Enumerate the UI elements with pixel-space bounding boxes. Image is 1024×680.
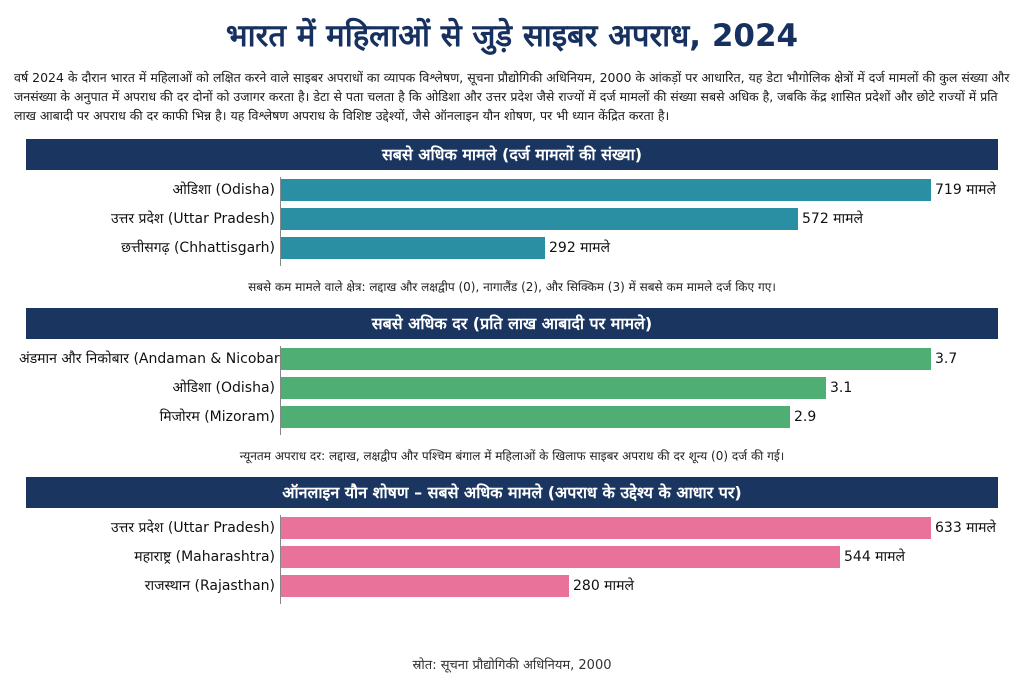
panel-2-note: न्यूनतम अपराध दर: लद्दाख, लक्षद्वीप और प… xyxy=(239,449,785,463)
panel-2-category-label: ओडिशा (Odisha) xyxy=(172,380,276,396)
panel-1-bar-value: 719 मामले xyxy=(935,182,997,198)
panel-1-category-label: उत्तर प्रदेश (Uttar Pradesh) xyxy=(110,211,275,227)
panel-2-category-label: अंडमान और निकोबार (Andaman & Nicobar) xyxy=(19,351,286,367)
panel-1-axis xyxy=(280,177,281,266)
panel-2-bar xyxy=(281,377,826,399)
panel-3-category-label: महाराष्ट्र (Maharashtra) xyxy=(134,549,275,565)
panel-3-bar xyxy=(281,546,840,568)
panel-3-category-label: राजस्थान (Rajasthan) xyxy=(144,578,275,594)
panel-2-bar-value: 2.9 xyxy=(794,409,817,425)
source-note: स्रोत: सूचना प्रौद्योगिकी अधिनियम, 2000 xyxy=(412,658,612,673)
panel-1-category-label: ओडिशा (Odisha) xyxy=(172,182,276,198)
panel-1-bar xyxy=(281,237,545,259)
panel-3-category-label: उत्तर प्रदेश (Uttar Pradesh) xyxy=(110,520,275,536)
panel-3-title: ऑनलाइन यौन शोषण – सबसे अधिक मामले (अपराध… xyxy=(26,477,998,508)
panel-3-bar xyxy=(281,575,569,597)
panel-2-bar-value: 3.7 xyxy=(935,351,958,367)
panel-1-note: सबसे कम मामले वाले क्षेत्र: लद्दाख और लक… xyxy=(248,280,776,294)
panel-3-bar xyxy=(281,517,931,539)
intro-paragraph: वर्ष 2024 के दौरान भारत में महिलाओं को ल… xyxy=(14,70,1010,123)
panel-1-bar xyxy=(281,179,931,201)
panel-1-bar xyxy=(281,208,798,230)
panel-2-bar-value: 3.1 xyxy=(830,380,853,396)
panel-1-category-label: छत्तीसगढ़ (Chhattisgarh) xyxy=(121,240,275,256)
panel-1-bar-value: 292 मामले xyxy=(549,240,611,256)
panel-3-bar-value: 544 मामले xyxy=(844,549,906,565)
panel-2-bar xyxy=(281,348,931,370)
panel-2-title: सबसे अधिक दर (प्रति लाख आबादी पर मामले) xyxy=(26,308,998,339)
panel-1-bar-value: 572 मामले xyxy=(802,211,864,227)
page-title: भारत में महिलाओं से जुड़े साइबर अपराध, 2… xyxy=(225,18,799,54)
panel-2-bar xyxy=(281,406,790,428)
panel-3-bar-value: 633 मामले xyxy=(935,520,997,536)
panel-2-axis xyxy=(280,346,281,435)
panel-2-category-label: मिजोरम (Mizoram) xyxy=(159,409,275,425)
panel-3-axis xyxy=(280,515,281,604)
panel-1-title: सबसे अधिक मामले (दर्ज मामलों की संख्या) xyxy=(26,139,998,170)
panel-3-bar-value: 280 मामले xyxy=(573,578,635,594)
